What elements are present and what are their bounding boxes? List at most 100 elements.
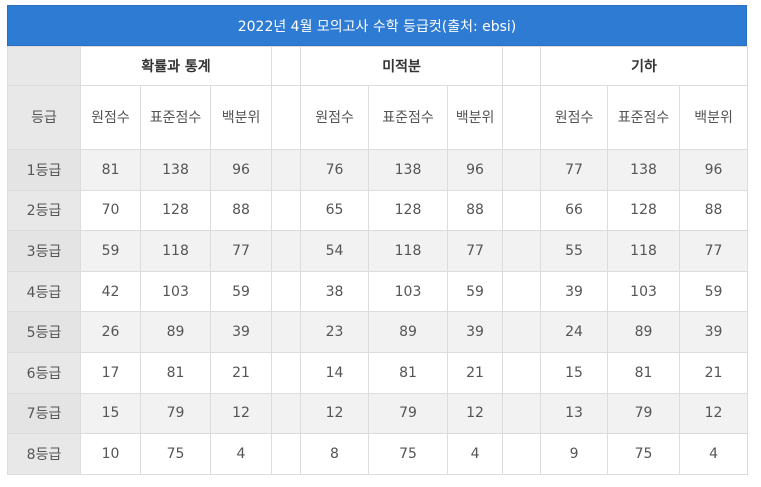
table-row: 1등급 81 138 96 76 138 96 77 138 96 <box>7 149 749 191</box>
percentile-cell: 12 <box>447 392 504 435</box>
grade-cell: 8등급 <box>7 433 81 475</box>
raw-score-cell: 26 <box>80 311 141 353</box>
standard-score-cell: 103 <box>607 270 681 313</box>
standard-score-cell: 79 <box>607 392 681 435</box>
standard-score-cell: 81 <box>607 351 681 394</box>
standard-score-cell: 89 <box>607 311 681 353</box>
spacer-cell <box>271 149 302 191</box>
table-body: 1등급 81 138 96 76 138 96 77 138 96 2등급 70 128 88 65 128 8… <box>7 149 749 475</box>
table-title: 2022년 4월 모의고사 수학 등급컷(출처: ebsi) <box>7 5 747 46</box>
percentile-cell: 39 <box>679 311 749 353</box>
raw-score-cell: 59 <box>80 230 141 272</box>
percentile-cell: 77 <box>679 230 749 272</box>
percentile-cell: 88 <box>447 189 504 232</box>
percentile-cell: 96 <box>679 149 749 191</box>
percentile-cell: 88 <box>209 189 273 232</box>
standard-score-cell: 89 <box>140 311 211 353</box>
spacer-cell <box>271 351 302 394</box>
raw-score-cell: 42 <box>80 270 141 313</box>
grade-cut-table: 확률과 통계 미적분 기하 등급 원점수 표준점수 백분위 원점수 표준점수 백… <box>7 46 749 475</box>
percentile-cell: 4 <box>209 433 273 475</box>
spacer-cell <box>502 46 542 86</box>
standard-score-cell: 75 <box>368 433 449 475</box>
raw-score-cell: 24 <box>540 311 609 353</box>
spacer-cell <box>502 189 542 232</box>
standard-score-cell: 81 <box>140 351 211 394</box>
grade-cell: 4등급 <box>7 270 81 313</box>
percentile-cell: 39 <box>447 311 504 353</box>
grade-cell: 1등급 <box>7 149 81 191</box>
percentile-cell: 39 <box>209 311 273 353</box>
standard-score-cell: 138 <box>607 149 681 191</box>
percentile-cell: 77 <box>447 230 504 272</box>
raw-score-header: 원점수 <box>540 85 609 150</box>
spacer-cell <box>271 85 302 150</box>
raw-score-cell: 65 <box>300 189 370 232</box>
grade-header: 등급 <box>7 85 81 150</box>
grade-cell: 2등급 <box>7 189 81 232</box>
grade-cell: 3등급 <box>7 230 81 272</box>
table-row: 4등급 42 103 59 38 103 59 39 103 59 <box>7 270 749 313</box>
raw-score-cell: 10 <box>80 433 141 475</box>
raw-score-cell: 9 <box>540 433 609 475</box>
spacer-cell <box>271 433 302 475</box>
spacer-cell <box>502 351 542 394</box>
standard-score-cell: 118 <box>607 230 681 272</box>
standard-score-cell: 79 <box>368 392 449 435</box>
group-header-calculus: 미적분 <box>300 46 504 86</box>
standard-score-cell: 103 <box>140 270 211 313</box>
percentile-header: 백분위 <box>447 85 504 150</box>
raw-score-cell: 14 <box>300 351 370 394</box>
raw-score-cell: 77 <box>540 149 609 191</box>
grade-cut-table-container: 2022년 4월 모의고사 수학 등급컷(출처: ebsi) 확률과 통계 미적… <box>7 5 749 475</box>
corner-cell <box>7 46 81 86</box>
raw-score-cell: 8 <box>300 433 370 475</box>
spacer-cell <box>271 311 302 353</box>
group-header-geometry: 기하 <box>540 46 749 86</box>
standard-score-cell: 138 <box>140 149 211 191</box>
standard-score-cell: 89 <box>368 311 449 353</box>
raw-score-cell: 66 <box>540 189 609 232</box>
percentile-cell: 4 <box>447 433 504 475</box>
raw-score-cell: 13 <box>540 392 609 435</box>
raw-score-header: 원점수 <box>80 85 141 150</box>
percentile-cell: 88 <box>679 189 749 232</box>
spacer-cell <box>271 392 302 435</box>
grade-cell: 7등급 <box>7 392 81 435</box>
percentile-cell: 12 <box>209 392 273 435</box>
percentile-cell: 21 <box>209 351 273 394</box>
raw-score-cell: 70 <box>80 189 141 232</box>
standard-score-cell: 128 <box>607 189 681 232</box>
spacer-cell <box>271 230 302 272</box>
spacer-cell <box>271 270 302 313</box>
raw-score-cell: 81 <box>80 149 141 191</box>
percentile-cell: 12 <box>679 392 749 435</box>
spacer-cell <box>271 46 302 86</box>
percentile-cell: 59 <box>447 270 504 313</box>
standard-score-cell: 75 <box>607 433 681 475</box>
table-row: 2등급 70 128 88 65 128 88 66 128 88 <box>7 189 749 232</box>
standard-score-cell: 81 <box>368 351 449 394</box>
raw-score-cell: 15 <box>540 351 609 394</box>
raw-score-cell: 23 <box>300 311 370 353</box>
table-row: 6등급 17 81 21 14 81 21 15 81 21 <box>7 351 749 394</box>
group-header-prob-stat: 확률과 통계 <box>79 46 273 86</box>
table-row: 7등급 15 79 12 12 79 12 13 79 12 <box>7 392 749 435</box>
standard-score-header: 표준점수 <box>607 85 681 150</box>
percentile-header: 백분위 <box>679 85 749 150</box>
spacer-cell <box>271 189 302 232</box>
percentile-cell: 96 <box>209 149 273 191</box>
standard-score-header: 표준점수 <box>140 85 211 150</box>
spacer-cell <box>502 149 542 191</box>
standard-score-cell: 118 <box>140 230 211 272</box>
grade-cell: 6등급 <box>7 351 81 394</box>
spacer-cell <box>502 270 542 313</box>
raw-score-cell: 55 <box>540 230 609 272</box>
percentile-cell: 4 <box>679 433 749 475</box>
spacer-cell <box>502 392 542 435</box>
raw-score-cell: 39 <box>540 270 609 313</box>
raw-score-header: 원점수 <box>300 85 370 150</box>
grade-cell: 5등급 <box>7 311 81 353</box>
raw-score-cell: 17 <box>80 351 141 394</box>
standard-score-cell: 118 <box>368 230 449 272</box>
